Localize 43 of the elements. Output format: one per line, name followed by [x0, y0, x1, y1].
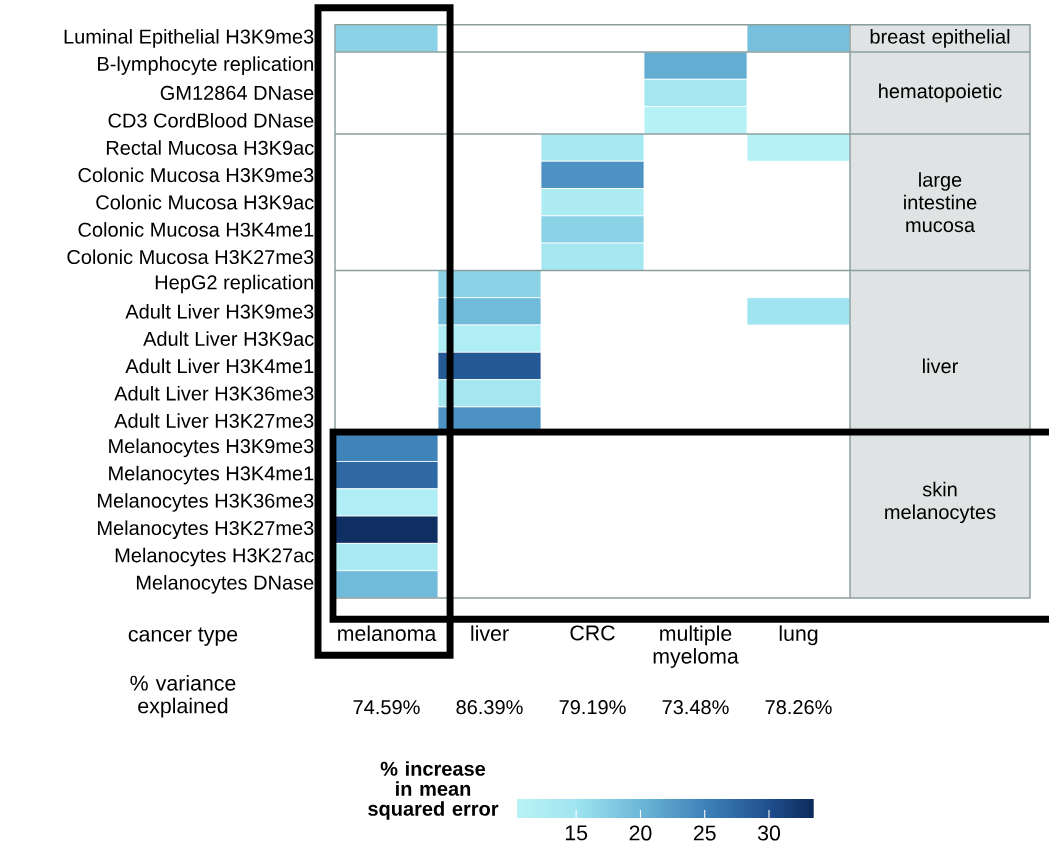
y-tick-label: Melanocytes H3K9me3 [109, 438, 314, 458]
y2-tick-label: large intestine mucosa [904, 172, 977, 233]
y-tick-label: GM12864 DNase [160, 85, 314, 101]
y2-tick-label: liver [923, 358, 958, 374]
y-tick-label: Adult Liver H3K4me1 [125, 358, 314, 374]
y-tick-label: Adult Liver H3K9ac [143, 331, 314, 346]
color-bar-label: 25 [693, 825, 716, 841]
y2-tick-label: breast epithelial [870, 29, 1010, 48]
text: 73.48% [662, 700, 729, 715]
color-bar-label: 30 [757, 825, 781, 841]
y-tick-label: HepG2 replication [155, 274, 313, 294]
text: 74.59% [353, 700, 420, 715]
y-tick-label: Colonic Mucosa H3K9me3 [78, 167, 314, 183]
text: 79.19% [559, 700, 626, 715]
y-tick-label: Melanocytes H3K27ac [115, 547, 314, 567]
y-tick-label: Adult Liver H3K36me3 [114, 385, 314, 401]
y-tick-label: Adult Liver H3K9me3 [125, 304, 314, 319]
x-tick-label: liver [471, 625, 509, 642]
y2-tick-label: hematopoietic [879, 83, 1002, 103]
color-bar-label: 15 [565, 825, 588, 841]
y-tick-label: Melanocytes H3K4me1 [109, 465, 314, 485]
color-bar-title: % increase in mean squared error [368, 761, 499, 820]
x-tick-label: melanoma [338, 625, 437, 642]
y2-tick-label: skin melanocytes [885, 481, 996, 524]
y-tick-label: B-lymphocyte replication [98, 56, 313, 75]
text: % variance explained [130, 675, 236, 718]
y-tick-label: Melanocytes DNase [136, 575, 314, 594]
y-tick-label: Melanocytes H3K27me3 [98, 520, 314, 540]
y-tick-label: Rectal Mucosa H3K9ac [106, 140, 314, 155]
y-tick-label: Colonic Mucosa H3K27me3 [67, 249, 314, 265]
y-tick-label: Adult Liver H3K27me3 [114, 413, 314, 428]
color-bar-label: 20 [629, 825, 652, 841]
y-tick-label: Colonic Mucosa H3K4me1 [78, 222, 314, 237]
text: 78.26% [765, 700, 832, 715]
y-tick-label: Melanocytes H3K36me3 [98, 493, 314, 512]
x-tick-label: CRC [570, 625, 615, 641]
x-tick-label: multiple myeloma [653, 625, 739, 668]
y-tick-label: CD3 CordBlood DNase [108, 112, 314, 128]
x-axis-title: cancer type [128, 627, 238, 646]
y-tick-label: Luminal Epithelial H3K9me3 [64, 29, 314, 48]
x-tick-label: lung [779, 625, 818, 646]
y-tick-label: Colonic Mucosa H3K9ac [96, 194, 314, 210]
text: 86.39% [456, 700, 523, 715]
